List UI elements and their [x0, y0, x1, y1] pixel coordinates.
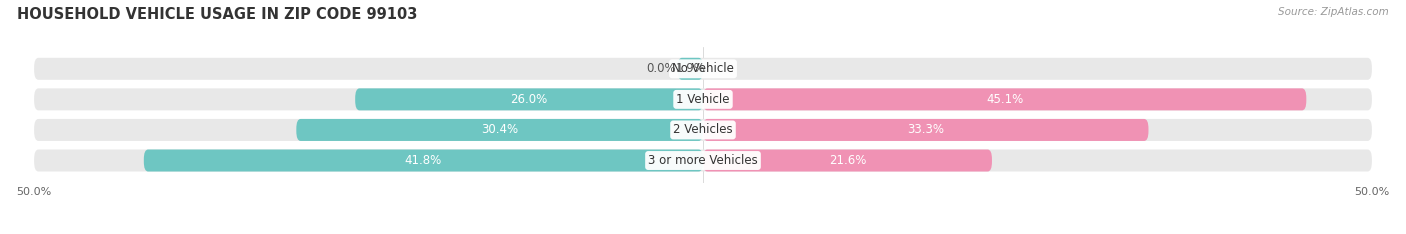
FancyBboxPatch shape: [703, 150, 993, 172]
FancyBboxPatch shape: [356, 88, 703, 110]
Text: 1.9%: 1.9%: [675, 62, 706, 75]
FancyBboxPatch shape: [703, 88, 1306, 110]
Text: 21.6%: 21.6%: [828, 154, 866, 167]
Text: 3 or more Vehicles: 3 or more Vehicles: [648, 154, 758, 167]
FancyBboxPatch shape: [703, 119, 1149, 141]
FancyBboxPatch shape: [34, 58, 1372, 80]
Text: Source: ZipAtlas.com: Source: ZipAtlas.com: [1278, 7, 1389, 17]
FancyBboxPatch shape: [297, 119, 703, 141]
FancyBboxPatch shape: [34, 88, 1372, 110]
Text: 26.0%: 26.0%: [510, 93, 548, 106]
FancyBboxPatch shape: [143, 150, 703, 172]
Text: HOUSEHOLD VEHICLE USAGE IN ZIP CODE 99103: HOUSEHOLD VEHICLE USAGE IN ZIP CODE 9910…: [17, 7, 418, 22]
Text: 33.3%: 33.3%: [907, 124, 945, 136]
Text: 45.1%: 45.1%: [986, 93, 1024, 106]
FancyBboxPatch shape: [34, 150, 1372, 172]
FancyBboxPatch shape: [34, 119, 1372, 141]
Text: 1 Vehicle: 1 Vehicle: [676, 93, 730, 106]
Text: 0.0%: 0.0%: [647, 62, 676, 75]
Text: 41.8%: 41.8%: [405, 154, 441, 167]
Text: No Vehicle: No Vehicle: [672, 62, 734, 75]
FancyBboxPatch shape: [678, 58, 703, 80]
Text: 2 Vehicles: 2 Vehicles: [673, 124, 733, 136]
Text: 30.4%: 30.4%: [481, 124, 519, 136]
